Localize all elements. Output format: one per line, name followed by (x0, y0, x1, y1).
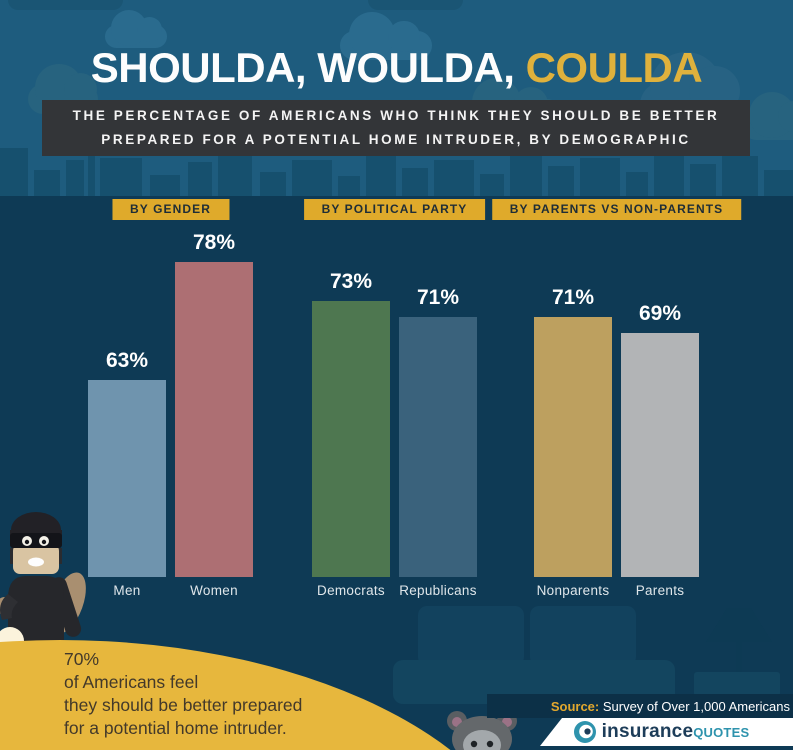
bar-category-label: Republicans (399, 583, 477, 598)
building-silhouette (338, 176, 360, 196)
bar-value-label: 71% (416, 286, 460, 309)
building-silhouette (580, 158, 620, 196)
building-silhouette (88, 140, 95, 196)
building-silhouette (292, 160, 332, 196)
bar-value-label: 71% (551, 286, 595, 309)
building-silhouette (218, 150, 252, 196)
stat-line-1: of Americans feel (64, 672, 199, 692)
building-silhouette (0, 148, 28, 196)
bar-value-label: 69% (638, 302, 682, 325)
subtitle-line-1: THE PERCENTAGE OF AMERICANS WHO THINK TH… (72, 108, 720, 123)
bar-nonparents (534, 317, 612, 577)
cloud-icon (368, 0, 463, 10)
building-silhouette (66, 160, 84, 196)
stat-line-3: for a potential home intruder. (64, 718, 287, 738)
stat-callout: 70% of Americans feel they should be bet… (64, 648, 302, 740)
building-silhouette (188, 162, 212, 196)
couch-silhouette (418, 606, 524, 666)
building-silhouette (480, 174, 504, 196)
source-note: Source: Survey of Over 1,000 Americans (551, 699, 790, 714)
source-text: Survey of Over 1,000 Americans (599, 699, 790, 714)
brand-ribbon: insurancequotes (540, 718, 793, 746)
cloud-icon (778, 100, 793, 133)
cloud-icon (387, 20, 420, 53)
stat-line-2: they should be better prepared (64, 695, 303, 715)
bar-republicans (399, 317, 477, 577)
cloud-icon (8, 0, 123, 10)
bar-value-label: 63% (105, 349, 149, 372)
lamp-shade-icon (706, 608, 772, 642)
bar-category-label: Men (113, 583, 141, 598)
bar-value-label: 73% (329, 270, 373, 293)
sky-background (0, 0, 793, 196)
building-silhouette (402, 168, 428, 196)
source-band (487, 694, 793, 718)
building-silhouette (654, 150, 684, 196)
building-silhouette (690, 164, 716, 196)
building-silhouette (366, 154, 396, 196)
building-silhouette (722, 156, 758, 196)
page-title: SHOULDA, WOULDA, COULDA (0, 44, 793, 92)
subtitle-banner: THE PERCENTAGE OF AMERICANS WHO THINK TH… (42, 100, 750, 156)
bar-parents (621, 333, 699, 577)
section-label: BY POLITICAL PARTY (303, 199, 486, 220)
insurancequotes-logo-icon (573, 721, 596, 743)
lamp-pole-icon (736, 642, 742, 678)
stat-value: 70% (64, 649, 100, 669)
bar-men (88, 380, 166, 577)
title-gold-part: COULDA (525, 44, 703, 91)
side-table-silhouette (694, 672, 780, 696)
brand-insurance: insurance (601, 721, 694, 742)
subtitle-line-2: PREPARED FOR A POTENTIAL HOME INTRUDER, … (101, 132, 691, 147)
building-silhouette (34, 170, 60, 196)
title-white-part: SHOULDA, WOULDA, (90, 44, 526, 91)
raccoon-character-icon (447, 711, 517, 750)
building-silhouette (764, 170, 793, 196)
brand-wordmark: insurancequotes (602, 721, 750, 743)
building-silhouette (100, 158, 142, 196)
building-silhouette (548, 166, 574, 196)
bar-category-label: Democrats (317, 583, 385, 598)
brand-quotes: quotes (693, 721, 750, 742)
building-silhouette (626, 172, 648, 196)
section-label: BY PARENTS VS NON-PARENTS (491, 199, 742, 220)
bar-women (175, 262, 253, 577)
bar-category-label: Women (190, 583, 238, 598)
bar-democrats (312, 301, 390, 577)
cloud-icon (137, 16, 163, 42)
bar-category-label: Nonparents (536, 583, 610, 598)
cloud-icon (349, 12, 395, 58)
section-label: BY GENDER (111, 199, 230, 220)
bar-value-label: 78% (192, 231, 236, 254)
building-silhouette (150, 175, 180, 196)
building-silhouette (510, 152, 542, 196)
source-label: Source: (550, 699, 600, 714)
couch-silhouette (530, 606, 636, 666)
bar-category-label: Parents (635, 583, 685, 598)
building-silhouette (434, 160, 474, 196)
building-silhouette (260, 172, 286, 196)
